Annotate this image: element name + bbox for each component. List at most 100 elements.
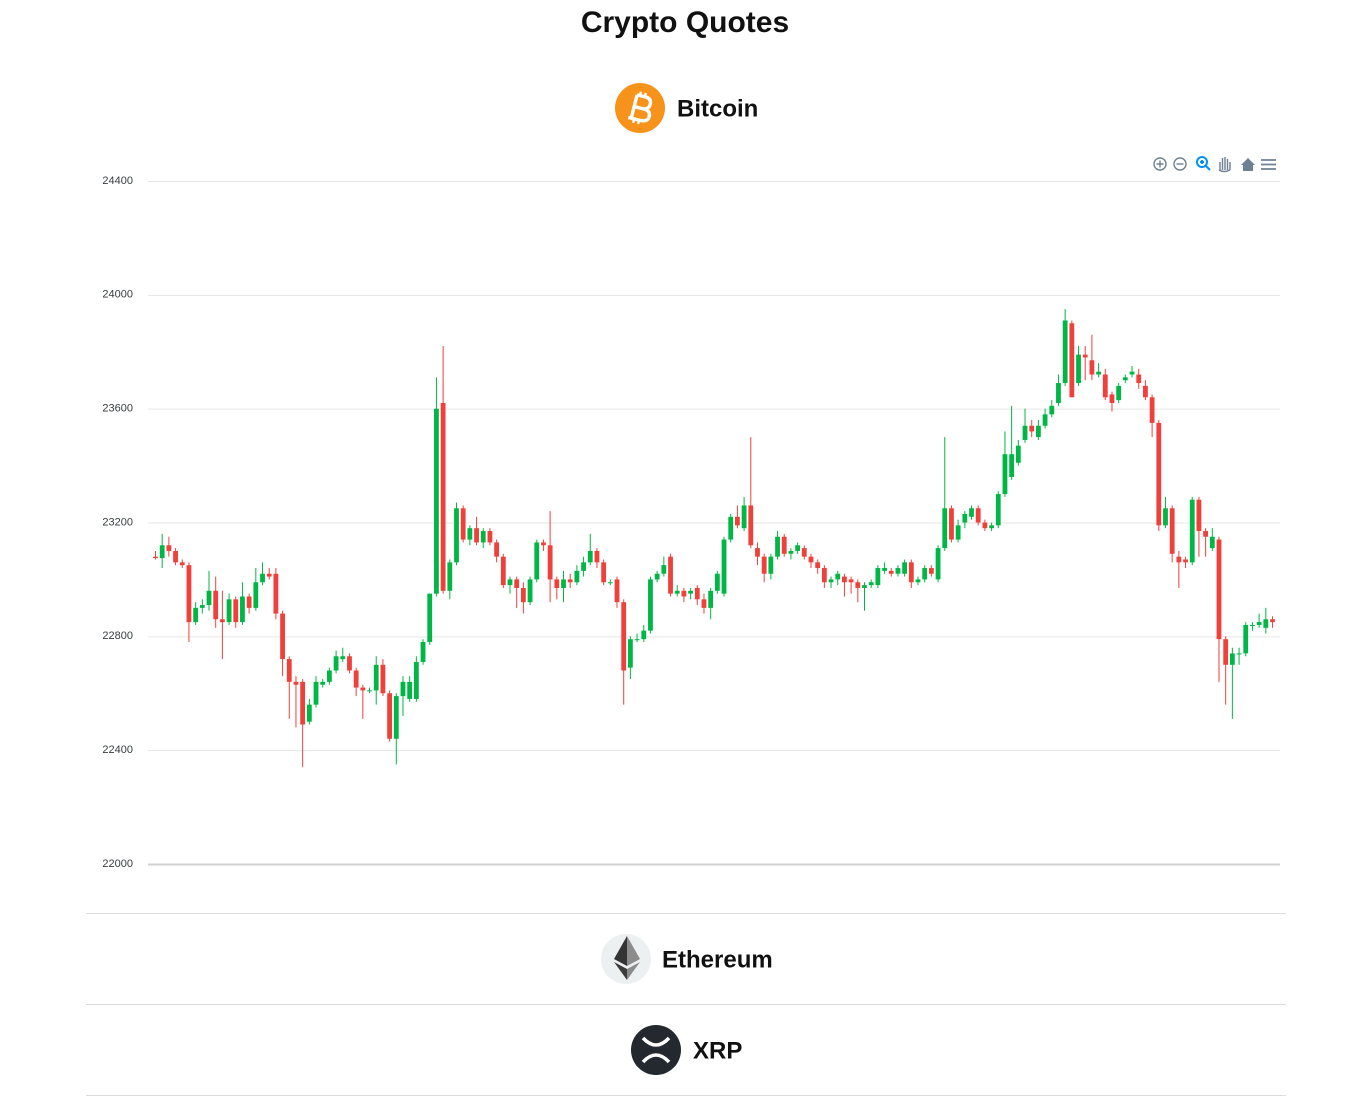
candle-body: [828, 579, 834, 583]
xrp-glyph: [641, 1036, 671, 1064]
eth-shape: [627, 962, 640, 980]
candle-body: [1209, 536, 1215, 549]
eth-shape: [614, 962, 627, 980]
candle-body: [714, 573, 720, 591]
coin-name: Bitcoin: [677, 95, 758, 122]
candle-body: [166, 545, 172, 551]
candle-body: [1203, 531, 1209, 537]
candle-body: [153, 556, 158, 559]
y-tick-label: 22800: [102, 630, 133, 642]
candle-body: [333, 656, 339, 671]
candle-body: [661, 565, 667, 574]
candle-body: [387, 693, 393, 739]
selection-zoom-button[interactable]: [1196, 156, 1211, 171]
candle-body: [1216, 539, 1222, 640]
candle-body: [199, 605, 205, 608]
candle-body: [206, 590, 212, 606]
candle-body: [594, 550, 600, 563]
candle-body: [815, 562, 821, 569]
candle-body: [487, 531, 493, 543]
candle-body: [862, 585, 867, 588]
candle-body: [1035, 425, 1041, 438]
candle-body: [848, 579, 854, 583]
candle-body: [260, 573, 265, 583]
candle-body: [688, 590, 693, 594]
candle-body: [842, 576, 847, 583]
candle-body: [1236, 653, 1242, 655]
candle-body: [741, 505, 747, 529]
candle-body: [373, 664, 379, 691]
candle-body: [882, 568, 887, 571]
y-tick-label: 22400: [102, 744, 133, 756]
candle-body: [413, 661, 419, 699]
bitcoin-glyph: [627, 91, 653, 125]
candle-body: [1002, 454, 1008, 495]
zoom-out-button[interactable]: [1173, 157, 1187, 171]
y-tick-label: 23200: [102, 516, 133, 528]
reset-button[interactable]: [1241, 158, 1255, 171]
candlestick-chart: 22000 22400 22800 23200 23600 24000 24400: [102, 175, 1280, 870]
candle-body: [574, 570, 580, 583]
candle-body: [928, 568, 934, 574]
candle-body: [748, 505, 754, 546]
candle-body: [353, 670, 359, 688]
candle-body: [982, 522, 988, 529]
candle-body: [761, 556, 767, 574]
candle-body: [1223, 639, 1229, 665]
candle-body: [949, 508, 954, 540]
candle-body: [1069, 323, 1075, 398]
bitcoin-header[interactable]: Bitcoin: [615, 83, 758, 133]
candle-body: [340, 656, 346, 660]
candle-body: [1015, 445, 1021, 463]
pan-button[interactable]: [1218, 157, 1231, 173]
candle-body: [1176, 556, 1182, 563]
candle-body: [1116, 385, 1122, 401]
candle-body: [1196, 499, 1202, 532]
candle-body: [969, 508, 974, 517]
candle-body: [159, 545, 165, 559]
candle-body: [193, 607, 199, 623]
candle-body: [694, 587, 700, 600]
candle-body: [1056, 383, 1061, 403]
coin-name: XRP: [693, 1037, 742, 1064]
candle-body: [601, 562, 607, 583]
candle-body: [728, 516, 734, 540]
candle-body: [447, 562, 453, 591]
page-title: Crypto Quotes: [581, 6, 789, 39]
candle-body: [253, 582, 259, 608]
candle-body: [768, 556, 774, 574]
candle-body: [407, 681, 413, 699]
candle-body: [581, 562, 586, 571]
candle-body: [895, 568, 901, 574]
candle-body: [1009, 454, 1015, 477]
candle-body: [654, 573, 660, 580]
candle-body: [1256, 622, 1262, 625]
eth-shape: [614, 936, 627, 966]
zoom-in-button[interactable]: [1153, 157, 1167, 171]
candle-body: [587, 550, 593, 563]
candle-body: [607, 582, 613, 584]
candle-body: [641, 630, 647, 640]
candle-body: [273, 573, 279, 614]
candle-body: [500, 556, 506, 586]
candle-body: [280, 613, 285, 660]
candle-body: [186, 565, 192, 623]
candle-body: [541, 542, 546, 546]
candle-body: [240, 596, 245, 623]
candle-body: [520, 587, 526, 603]
xrp-header[interactable]: XRP: [631, 1025, 742, 1075]
candle-body: [347, 656, 352, 671]
candle-body: [701, 599, 707, 608]
candle-body: [902, 562, 908, 574]
candle-body: [1243, 624, 1249, 654]
candle-body: [300, 681, 306, 725]
chart-toolbar: [1153, 156, 1276, 173]
candle-body: [1163, 508, 1168, 526]
menu-button[interactable]: [1261, 159, 1276, 170]
candle-body: [527, 579, 533, 603]
ethereum-header[interactable]: Ethereum: [601, 934, 773, 984]
candle-body: [808, 556, 814, 563]
candle-body: [1149, 397, 1155, 423]
candle-body: [561, 579, 566, 588]
